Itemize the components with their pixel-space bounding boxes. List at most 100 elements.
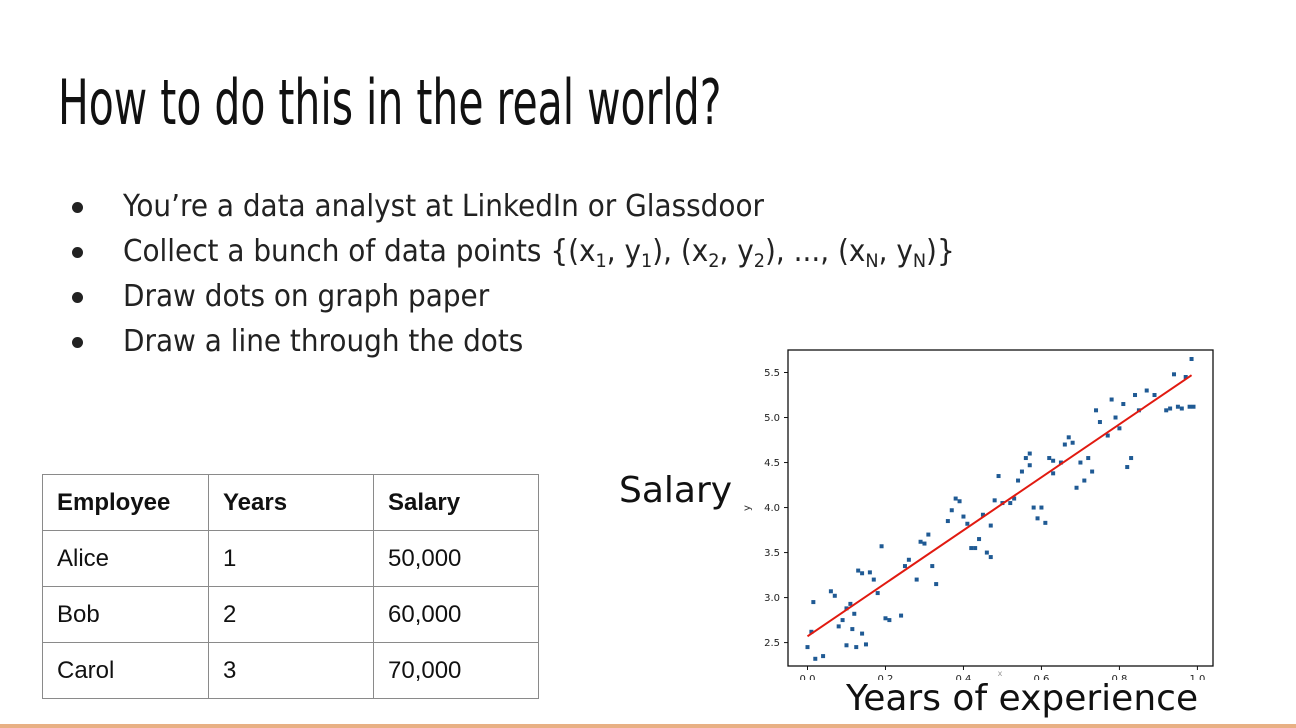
data-point bbox=[813, 656, 818, 661]
bullet-text: Draw a line through the dots bbox=[123, 324, 524, 359]
data-point bbox=[852, 611, 857, 616]
regression-line bbox=[806, 374, 1193, 638]
data-point bbox=[821, 654, 826, 659]
column-header-years: Years bbox=[208, 474, 374, 531]
x-tick-label: 0.8 bbox=[1111, 674, 1127, 680]
data-point bbox=[887, 618, 892, 623]
bullet-dot-icon bbox=[72, 202, 83, 213]
data-point bbox=[902, 564, 907, 569]
bullet-text-data-points: Collect a bunch of data points {(x1, y1)… bbox=[123, 229, 955, 274]
data-point bbox=[1023, 456, 1028, 461]
data-point bbox=[1113, 415, 1118, 420]
data-point bbox=[1121, 402, 1126, 407]
y-tick-label: 3.5 bbox=[764, 548, 780, 559]
data-point bbox=[1187, 404, 1192, 409]
y-tick-label: 5.0 bbox=[764, 413, 780, 424]
data-point bbox=[980, 512, 985, 517]
data-point bbox=[805, 645, 810, 650]
data-point bbox=[1043, 520, 1048, 525]
data-point bbox=[930, 564, 935, 569]
bullet-dot-icon bbox=[72, 247, 83, 258]
data-point bbox=[836, 624, 841, 629]
data-point bbox=[879, 544, 884, 549]
data-point bbox=[809, 629, 814, 634]
data-point bbox=[906, 557, 911, 562]
data-point bbox=[977, 537, 982, 542]
data-point bbox=[988, 523, 993, 528]
data-point bbox=[883, 616, 888, 621]
bottom-border bbox=[0, 724, 1296, 728]
data-point bbox=[1117, 426, 1122, 431]
data-point bbox=[1172, 372, 1177, 377]
data-point bbox=[1016, 478, 1021, 483]
x-tick-label: 0.6 bbox=[1033, 674, 1049, 680]
data-point bbox=[984, 550, 989, 555]
data-point bbox=[926, 532, 931, 537]
data-point bbox=[1012, 496, 1017, 501]
formula-subscript: 2 bbox=[753, 250, 765, 272]
data-point bbox=[918, 539, 923, 544]
data-point bbox=[1039, 505, 1044, 510]
bullet-item: Draw dots on graph paper bbox=[70, 274, 1017, 319]
data-point bbox=[1019, 469, 1024, 474]
data-point bbox=[832, 593, 837, 598]
data-point bbox=[1109, 397, 1114, 402]
table-cell: 70,000 bbox=[373, 642, 539, 699]
y-axis-label: y bbox=[742, 505, 753, 511]
bullet-dot-icon bbox=[72, 292, 83, 303]
formula-subscript: 2 bbox=[708, 250, 720, 272]
data-point bbox=[854, 645, 859, 650]
y-tick-label: 4.0 bbox=[764, 503, 780, 514]
data-point bbox=[1183, 375, 1188, 380]
column-header-employee: Employee bbox=[42, 474, 209, 531]
data-point bbox=[996, 474, 1001, 479]
data-point bbox=[922, 541, 927, 546]
data-point bbox=[844, 606, 849, 611]
data-point bbox=[961, 514, 966, 519]
data-point bbox=[973, 546, 978, 551]
x-tick-label: 1.0 bbox=[1189, 674, 1205, 680]
data-point bbox=[1105, 433, 1110, 438]
data-point bbox=[1152, 393, 1157, 398]
data-point bbox=[1144, 388, 1149, 393]
data-point bbox=[867, 570, 872, 575]
formula-part: ), ..., (x bbox=[764, 234, 866, 269]
formula-part: , y bbox=[606, 234, 641, 269]
data-point bbox=[1168, 406, 1173, 411]
x-tick-label: 0.2 bbox=[878, 674, 894, 680]
data-point bbox=[957, 499, 962, 504]
table-cell: 50,000 bbox=[373, 530, 539, 587]
data-point bbox=[840, 618, 845, 623]
formula-part: , y bbox=[878, 234, 913, 269]
experience-axis-label: Years of experience bbox=[846, 678, 1199, 719]
table-row: Alice 1 50,000 bbox=[42, 530, 539, 587]
data-point bbox=[1070, 440, 1075, 445]
data-point bbox=[1027, 463, 1032, 468]
data-points bbox=[805, 357, 1196, 661]
bullet-text: Draw dots on graph paper bbox=[123, 279, 490, 314]
bullet-item: Draw a line through the dots bbox=[70, 319, 1017, 364]
data-point bbox=[914, 577, 919, 582]
table-cell: 2 bbox=[208, 586, 374, 643]
data-point bbox=[1164, 408, 1169, 413]
table-cell: 60,000 bbox=[373, 586, 539, 643]
table-cell: 1 bbox=[208, 530, 374, 587]
data-point bbox=[860, 571, 865, 576]
bullet-text: You’re a data analyst at LinkedIn or Gla… bbox=[123, 189, 764, 224]
plot-frame bbox=[787, 349, 1214, 667]
data-point bbox=[828, 589, 833, 594]
table-header-row: Employee Years Salary bbox=[42, 474, 539, 531]
data-point bbox=[1189, 357, 1194, 362]
data-point bbox=[1179, 406, 1184, 411]
table-cell: 3 bbox=[208, 642, 374, 699]
formula-subscript: 1 bbox=[595, 250, 607, 272]
data-point bbox=[1094, 408, 1099, 413]
data-point bbox=[1058, 460, 1063, 465]
data-point bbox=[949, 508, 954, 513]
table-cell: Alice bbox=[42, 530, 209, 587]
data-point bbox=[1051, 458, 1056, 463]
column-header-salary: Salary bbox=[373, 474, 539, 531]
axis-ticks: 0.0 0.2 0.4 0.6 0.8 1.0 2.5 3.0 3.5 4.0 4.5 5.0 5.5 bbox=[764, 368, 1205, 680]
data-point bbox=[1027, 451, 1032, 456]
data-point bbox=[811, 600, 816, 605]
